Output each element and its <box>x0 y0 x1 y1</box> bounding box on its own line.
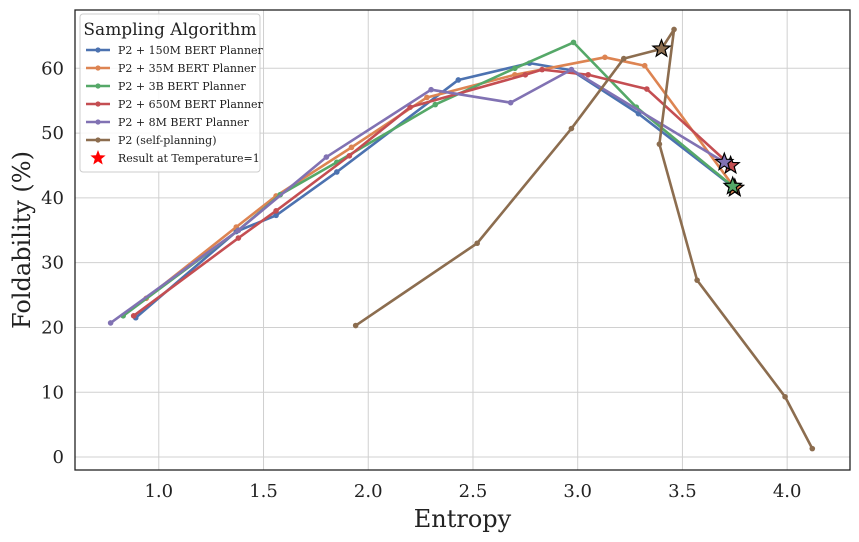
legend-swatch-point <box>95 65 101 71</box>
data-point <box>507 99 514 106</box>
temperature-1-star <box>722 175 743 195</box>
data-point <box>474 240 480 247</box>
series-line <box>132 68 732 318</box>
x-tick-label: 4.0 <box>773 481 802 502</box>
grid-lines <box>75 10 850 470</box>
legend-item: P2 + 150M BERT Planner <box>86 44 264 57</box>
data-point <box>585 71 591 78</box>
x-tick-label: 3.0 <box>563 481 592 502</box>
data-point <box>455 77 462 83</box>
x-tick-label: 1.5 <box>249 481 278 502</box>
legend-item: P2 (self-planning) <box>86 134 216 147</box>
data-point <box>656 141 663 147</box>
legend-item-star: Result at Temperature=1 <box>90 150 260 165</box>
data-point <box>323 154 330 160</box>
legend-swatch-point <box>95 137 101 143</box>
data-point <box>620 55 627 62</box>
data-point <box>568 125 575 132</box>
legend-box <box>79 13 261 173</box>
legend-swatch-point <box>95 101 101 107</box>
data-point <box>235 235 242 241</box>
legend-label: P2 + 8M BERT Planner <box>118 116 250 129</box>
data-point <box>424 94 430 101</box>
legend-label: P2 + 3B BERT Planner <box>118 80 246 93</box>
legend-star-icon <box>90 150 106 165</box>
y-tick-label: 0 <box>53 447 64 468</box>
y-axis-ticks: 0 10 20 30 40 50 60 <box>41 58 64 468</box>
data-point <box>130 313 137 319</box>
legend-label: P2 + 150M BERT Planner <box>118 44 264 57</box>
x-tick-label: 2.0 <box>354 481 383 502</box>
data-point <box>235 227 242 234</box>
data-point <box>671 26 677 33</box>
y-axis-label: Foldability (%) <box>8 151 36 329</box>
data-point <box>346 152 353 159</box>
legend-items: P2 + 150M BERT Planner P2 + 35M BERT Plan… <box>86 44 264 165</box>
legend-item: P2 + 650M BERT Planner <box>86 98 264 111</box>
data-point <box>273 212 279 219</box>
data-point <box>809 445 816 452</box>
y-tick-label: 60 <box>41 58 64 79</box>
temperature-1-star <box>714 151 735 171</box>
legend-label: P2 (self-planning) <box>118 134 216 147</box>
series-4 <box>130 66 734 319</box>
legend-item: P2 + 3B BERT Planner <box>86 80 246 93</box>
temperature-markers <box>651 38 745 197</box>
y-tick-label: 20 <box>41 317 64 338</box>
legend-item: P2 + 35M BERT Planner <box>86 62 257 75</box>
data-point <box>570 39 577 46</box>
data-point <box>641 62 648 69</box>
legend-swatch-point <box>95 83 101 89</box>
data-point <box>602 54 608 61</box>
legend-label: Result at Temperature=1 <box>118 152 260 165</box>
data-point <box>568 66 575 73</box>
legend: Sampling Algorithm P2 + 150M BERT Planne… <box>79 13 264 173</box>
data-point <box>522 71 529 78</box>
data-point <box>782 393 788 400</box>
x-axis-label: Entropy <box>414 505 512 533</box>
x-tick-label: 1.0 <box>144 481 173 502</box>
legend-swatch-point <box>95 47 101 53</box>
legend-swatch-point <box>95 119 101 125</box>
legend-label: P2 + 650M BERT Planner <box>118 98 264 111</box>
legend-label: P2 + 35M BERT Planner <box>118 62 257 75</box>
data-point <box>512 65 518 72</box>
y-tick-label: 10 <box>41 382 64 403</box>
data-point <box>539 66 545 73</box>
x-tick-label: 3.5 <box>668 481 697 502</box>
data-point <box>407 104 413 110</box>
temperature-1-star <box>651 38 672 58</box>
y-tick-label: 50 <box>41 123 64 144</box>
data-point <box>107 320 114 326</box>
series-line <box>354 28 814 450</box>
data-point <box>428 86 434 93</box>
series-layer <box>107 26 816 452</box>
legend-title: Sampling Algorithm <box>83 20 256 40</box>
x-tick-label: 2.5 <box>459 481 488 502</box>
y-tick-label: 40 <box>41 188 64 209</box>
data-point <box>694 277 700 283</box>
data-point <box>273 208 279 214</box>
data-point <box>334 169 340 175</box>
y-tick-label: 30 <box>41 253 64 274</box>
legend-item: P2 + 8M BERT Planner <box>86 116 250 129</box>
data-point <box>348 144 355 151</box>
data-point <box>432 101 439 108</box>
data-point <box>644 86 650 92</box>
x-axis-ticks: 1.0 1.5 2.0 2.5 3.0 3.5 4.0 <box>144 481 801 502</box>
plot-frame <box>74 9 851 471</box>
data-point <box>352 322 359 329</box>
